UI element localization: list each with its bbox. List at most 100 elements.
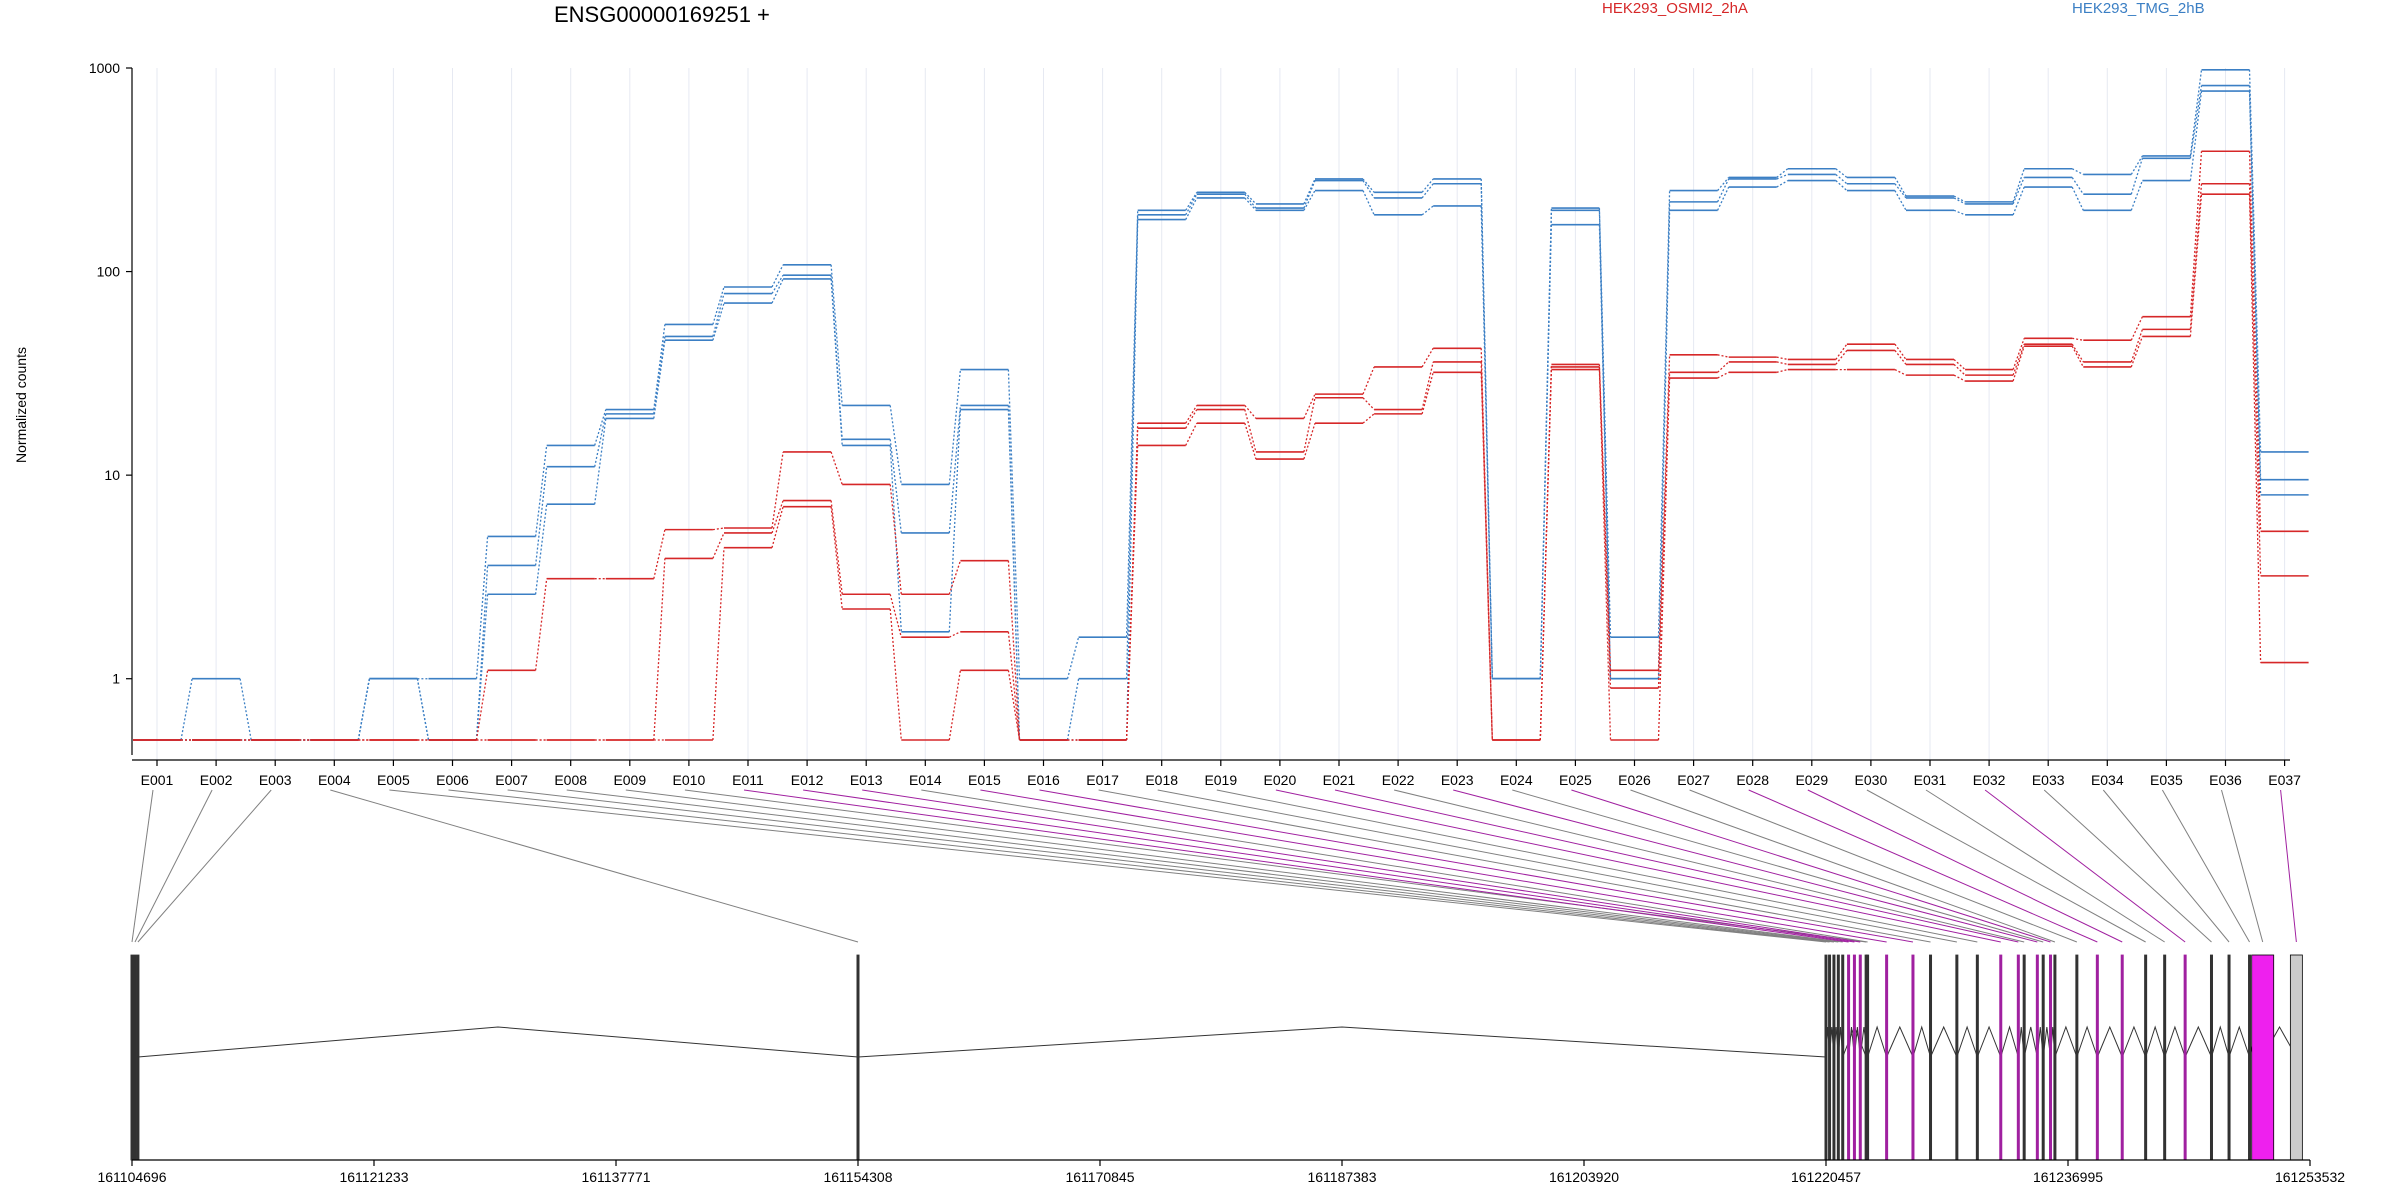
series-connector — [1007, 409, 1021, 741]
exon-block — [1847, 954, 1851, 1161]
y-tick-label: 100 — [97, 264, 121, 280]
series-connector — [1776, 179, 1789, 188]
series-connector — [1835, 168, 1848, 178]
exon-block — [1929, 954, 1933, 1161]
series-connector — [1776, 368, 1788, 373]
exon-block — [1955, 954, 1959, 1161]
exon-connector — [1393, 789, 2025, 943]
series-connector — [2012, 338, 2025, 370]
series-connector — [712, 532, 725, 559]
exon-block — [1852, 954, 1856, 1161]
series-connector — [1776, 356, 1788, 361]
intron — [137, 1026, 859, 1058]
series-connector — [1303, 190, 1316, 211]
exon-block — [2095, 954, 2099, 1161]
series-connector — [653, 558, 666, 741]
x-tick-label: E016 — [1027, 772, 1060, 788]
exon-connector — [1157, 789, 1957, 943]
series-connector — [2071, 177, 2084, 195]
series-connector — [1717, 361, 1730, 373]
x-tick-label: E032 — [1973, 772, 2006, 788]
series-connector — [1717, 178, 1730, 203]
series-connector — [2130, 155, 2143, 175]
series-connector — [2130, 329, 2144, 363]
series-connector — [534, 445, 548, 537]
genomic-tick-label: 161187383 — [1307, 1169, 1376, 1185]
series-connector — [1480, 372, 1493, 741]
genomic-tick-label: 161137771 — [581, 1169, 650, 1185]
series-connector — [948, 670, 962, 741]
x-tick-label: E036 — [2209, 772, 2242, 788]
exon-connector — [1925, 789, 2165, 943]
genomic-tick-label: 161154308 — [823, 1169, 892, 1185]
x-tick-label: E006 — [436, 772, 469, 788]
series-connector — [948, 405, 962, 534]
series-connector — [475, 670, 489, 741]
exon-connector — [507, 789, 1834, 943]
series-connector — [2012, 345, 2025, 382]
series-connector — [1185, 422, 1198, 446]
series-connector — [1421, 347, 1434, 368]
y-tick-label: 1000 — [89, 60, 120, 76]
series-connector — [475, 594, 489, 741]
legend-item-osmi2: HEK293_OSMI2_2hA — [1602, 0, 1748, 17]
exon-connector — [131, 789, 154, 943]
exon-block — [1975, 954, 1979, 1161]
exon-block — [1999, 954, 2003, 1161]
series-connector — [1657, 377, 1671, 741]
x-tick-label: E005 — [377, 772, 410, 788]
series-connector — [1362, 366, 1375, 395]
series-connector — [948, 369, 962, 485]
series-connector — [1480, 361, 1493, 741]
intron — [2211, 1025, 2230, 1058]
exon-block — [2248, 954, 2252, 1161]
x-tick-label: E018 — [1145, 772, 1178, 788]
exon-block — [2120, 954, 2124, 1161]
series-connector — [239, 678, 252, 741]
exon-connector — [1453, 789, 2038, 943]
series-connector — [1362, 413, 1375, 424]
exon-block — [2209, 954, 2213, 1161]
series-connector — [771, 264, 784, 288]
x-tick-label: E023 — [1441, 772, 1474, 788]
x-tick-label: E025 — [1559, 772, 1592, 788]
series-connector — [712, 527, 725, 531]
series-connector — [1421, 372, 1434, 415]
exon-block — [1832, 954, 1836, 1161]
series-connector — [1894, 177, 1907, 197]
exon-block — [2144, 954, 2148, 1161]
series-connector — [2189, 69, 2203, 156]
exon-connector — [134, 789, 213, 943]
intron — [1886, 1025, 1914, 1058]
series-connector — [2130, 180, 2144, 211]
exon-connector — [2221, 789, 2264, 943]
exon-connector — [2161, 789, 2250, 943]
series-connector — [1953, 374, 1966, 382]
series-connector — [1835, 180, 1848, 192]
series-connector — [1362, 190, 1375, 216]
y-tick-label: 1 — [112, 671, 120, 687]
x-tick-label: E007 — [495, 772, 528, 788]
series-connector — [1303, 180, 1316, 209]
genomic-tick-label: 161220457 — [1791, 1169, 1861, 1185]
series-connector — [1244, 191, 1257, 205]
series-connector — [1125, 214, 1139, 679]
exon-block — [1911, 954, 1915, 1161]
series-connector — [1303, 178, 1316, 205]
y-axis: 1000 100 10 1 — [89, 60, 133, 755]
series-connector — [1894, 190, 1907, 211]
series-connector — [1125, 445, 1139, 741]
series-connector — [949, 631, 961, 638]
exon-block — [1836, 954, 1840, 1161]
series-connector — [1953, 209, 1966, 216]
y-axis-label: Normalized counts — [13, 347, 29, 463]
series-connector — [1539, 369, 1553, 741]
series-connector — [1362, 178, 1375, 193]
exon-connector — [980, 789, 1887, 943]
exon-connector — [2102, 789, 2230, 943]
series-connector — [712, 547, 725, 741]
exon-block — [2053, 954, 2057, 1161]
exon-connector — [448, 789, 1830, 943]
series-connector — [653, 324, 666, 410]
